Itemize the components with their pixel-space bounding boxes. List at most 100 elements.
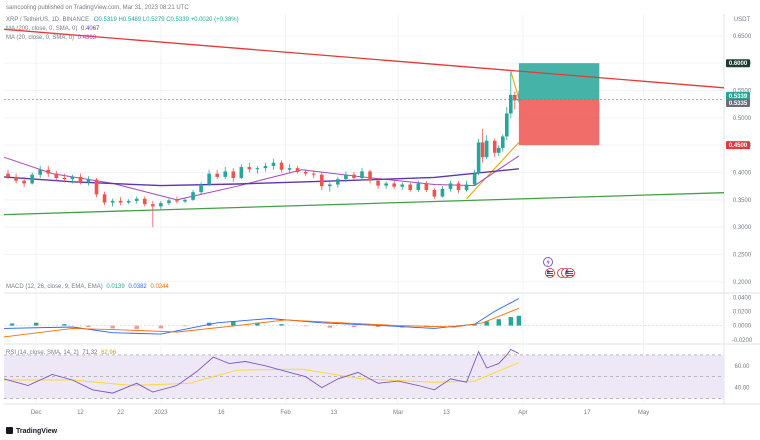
macd-histogram-bar[interactable] (86, 325, 91, 327)
candle[interactable] (6, 169, 10, 180)
ascending-trendline[interactable] (3, 192, 725, 216)
candle[interactable] (239, 164, 244, 180)
candle[interactable] (440, 186, 445, 198)
macd-histogram-bar[interactable] (134, 325, 139, 330)
candle[interactable] (513, 91, 517, 110)
candle[interactable] (328, 182, 332, 192)
macd-histogram-bar[interactable] (62, 324, 67, 326)
candle[interactable] (22, 176, 26, 188)
candle[interactable] (231, 168, 236, 182)
price-label-box[interactable]: 0.5339 (726, 91, 750, 100)
candle[interactable] (94, 177, 99, 198)
candle[interactable] (271, 158, 276, 170)
candle[interactable] (484, 135, 489, 159)
macd-signal-line[interactable] (3, 307, 520, 338)
macd-histogram-bar[interactable] (351, 325, 357, 327)
candle[interactable] (456, 181, 461, 194)
candle[interactable] (517, 91, 521, 103)
macd-histogram-bar[interactable] (33, 322, 39, 326)
macd-histogram-bar[interactable] (9, 323, 15, 326)
price-label-box[interactable]: 0.5335 (726, 99, 750, 108)
rsi-legend[interactable]: RSI (14, close, SMA, 14, 2) 71.32 62.96 (6, 350, 117, 356)
candle[interactable] (255, 165, 260, 174)
candle[interactable] (151, 200, 155, 228)
candle[interactable] (476, 138, 481, 176)
lightning-event-icon[interactable] (543, 257, 553, 267)
candle[interactable] (38, 165, 43, 178)
candle[interactable] (480, 128, 485, 163)
candle[interactable] (360, 168, 364, 181)
macd-histogram-bar[interactable] (472, 324, 477, 326)
candle[interactable] (464, 180, 469, 192)
candle[interactable] (62, 173, 67, 183)
price-label-box[interactable]: 0.6000 (726, 59, 750, 68)
candle[interactable] (500, 134, 505, 152)
macd-histogram-bar[interactable] (375, 325, 381, 327)
candle[interactable] (295, 165, 300, 174)
macd-legend[interactable]: MACD (12, 26, close, 9, EMA, EMA) 0.0139… (6, 284, 169, 290)
candle[interactable] (432, 188, 437, 199)
candle[interactable] (207, 169, 211, 187)
candle[interactable] (279, 160, 284, 173)
candle[interactable] (46, 165, 51, 177)
candle[interactable] (14, 173, 18, 184)
candle[interactable] (159, 200, 163, 210)
candle[interactable] (303, 169, 308, 177)
candle[interactable] (319, 171, 324, 190)
candle[interactable] (30, 172, 34, 185)
macd-histogram-bar[interactable] (508, 317, 514, 326)
macd-histogram-bar[interactable] (158, 325, 164, 329)
candle[interactable] (492, 138, 497, 158)
macd-histogram-bar[interactable] (182, 325, 188, 327)
candle[interactable] (344, 171, 348, 183)
candle[interactable] (199, 182, 203, 195)
candle[interactable] (504, 106, 509, 140)
ma20-legend[interactable]: MA (20, close, 0, SMA, 0) 0.4303 (6, 35, 97, 41)
price-label-box[interactable]: 0.4500 (726, 141, 750, 150)
position-target-zone[interactable] (518, 63, 600, 100)
orange-lead-line[interactable] (510, 71, 520, 99)
candle[interactable] (110, 198, 115, 207)
candle[interactable] (311, 170, 316, 178)
descending-trendline[interactable] (3, 28, 725, 89)
tradingview-logo[interactable]: TradingView (6, 427, 58, 435)
candle[interactable] (472, 169, 477, 187)
macd-histogram-bar[interactable] (279, 324, 284, 326)
candle[interactable] (167, 198, 171, 206)
candle[interactable] (408, 182, 413, 192)
candle[interactable] (392, 180, 396, 189)
macd-histogram-bar[interactable] (484, 321, 489, 326)
candle[interactable] (247, 162, 252, 173)
candle[interactable] (424, 181, 429, 193)
candle[interactable] (496, 145, 501, 157)
rsi-ma-line[interactable] (4, 362, 520, 387)
candle[interactable] (54, 170, 59, 181)
candle[interactable] (400, 182, 405, 190)
orange-trendline[interactable] (466, 142, 520, 200)
candle[interactable] (223, 167, 228, 180)
ma200-legend[interactable]: MA (200, close, 0, SMA, 0) 0.4067 (6, 26, 100, 32)
ma20-line[interactable] (3, 155, 520, 201)
us-flag-event-icon-group[interactable] (557, 268, 575, 278)
position-stop-zone[interactable] (518, 99, 600, 146)
candle[interactable] (263, 162, 268, 172)
macd-histogram-bar[interactable] (255, 322, 260, 326)
candle[interactable] (102, 191, 107, 206)
macd-histogram-bar[interactable] (110, 325, 115, 329)
candle[interactable] (175, 196, 179, 204)
candle[interactable] (118, 197, 123, 206)
candle[interactable] (509, 71, 513, 118)
candle[interactable] (384, 181, 388, 189)
candle[interactable] (336, 176, 340, 188)
candle[interactable] (215, 169, 219, 180)
candle[interactable] (134, 196, 139, 204)
candle[interactable] (142, 196, 147, 207)
macd-histogram-bar[interactable] (303, 325, 308, 327)
candle[interactable] (416, 180, 421, 193)
candle[interactable] (376, 177, 380, 189)
candle[interactable] (70, 174, 75, 184)
candle[interactable] (191, 189, 195, 201)
candle[interactable] (287, 164, 292, 174)
candle[interactable] (86, 176, 91, 186)
